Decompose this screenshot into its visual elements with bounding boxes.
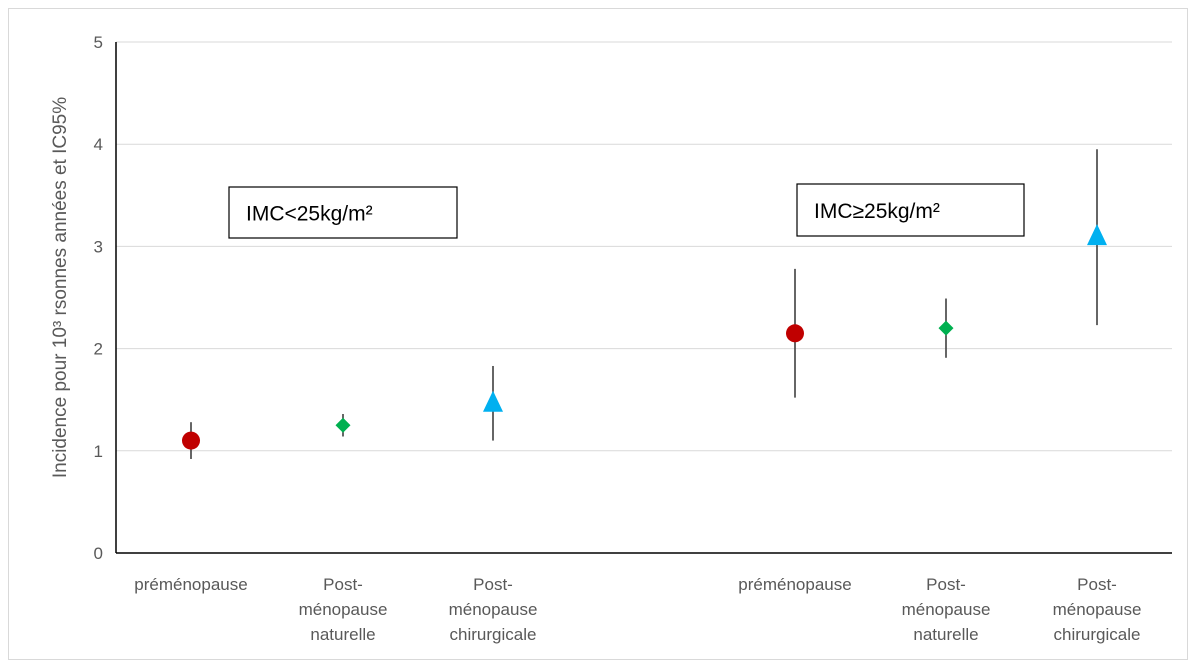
group-label-box [796,183,1025,237]
x-category-label: ménopause [449,600,538,619]
y-tick-label: 5 [94,33,103,52]
x-category-label: ménopause [902,600,991,619]
data-point-triangle [1087,224,1107,246]
group-label: IMC≥25kg/m² [814,200,940,223]
x-category-label: Post- [323,575,363,594]
x-category-label: Post- [1077,575,1117,594]
chart-frame [8,8,1188,660]
y-tick-label: 0 [94,544,103,563]
x-category-label: ménopause [299,600,388,619]
y-tick-label: 3 [94,237,103,256]
x-category-label: naturelle [913,625,978,644]
x-category-label: Post- [926,575,966,594]
x-category-label: préménopause [738,575,851,594]
data-point-diamond [938,320,954,336]
y-tick-label: 4 [94,135,103,154]
data-point-circle [786,324,804,343]
x-category-label: chirurgicale [1054,625,1141,644]
group-label-box [228,186,458,239]
x-category-label: ménopause [1053,600,1142,619]
x-category-label: préménopause [134,575,247,594]
y-axis-label: Incidence pour 10³ rsonnes années et IC9… [50,97,71,478]
x-category-label: Post- [473,575,513,594]
data-point-diamond [335,417,351,433]
y-tick-label: 2 [94,340,103,359]
group-label: IMC<25kg/m² [246,203,373,226]
x-category-label: chirurgicale [450,625,537,644]
data-point-triangle [483,390,503,412]
x-category-label: naturelle [310,625,375,644]
y-tick-label: 1 [94,442,103,461]
data-point-circle [182,431,200,450]
